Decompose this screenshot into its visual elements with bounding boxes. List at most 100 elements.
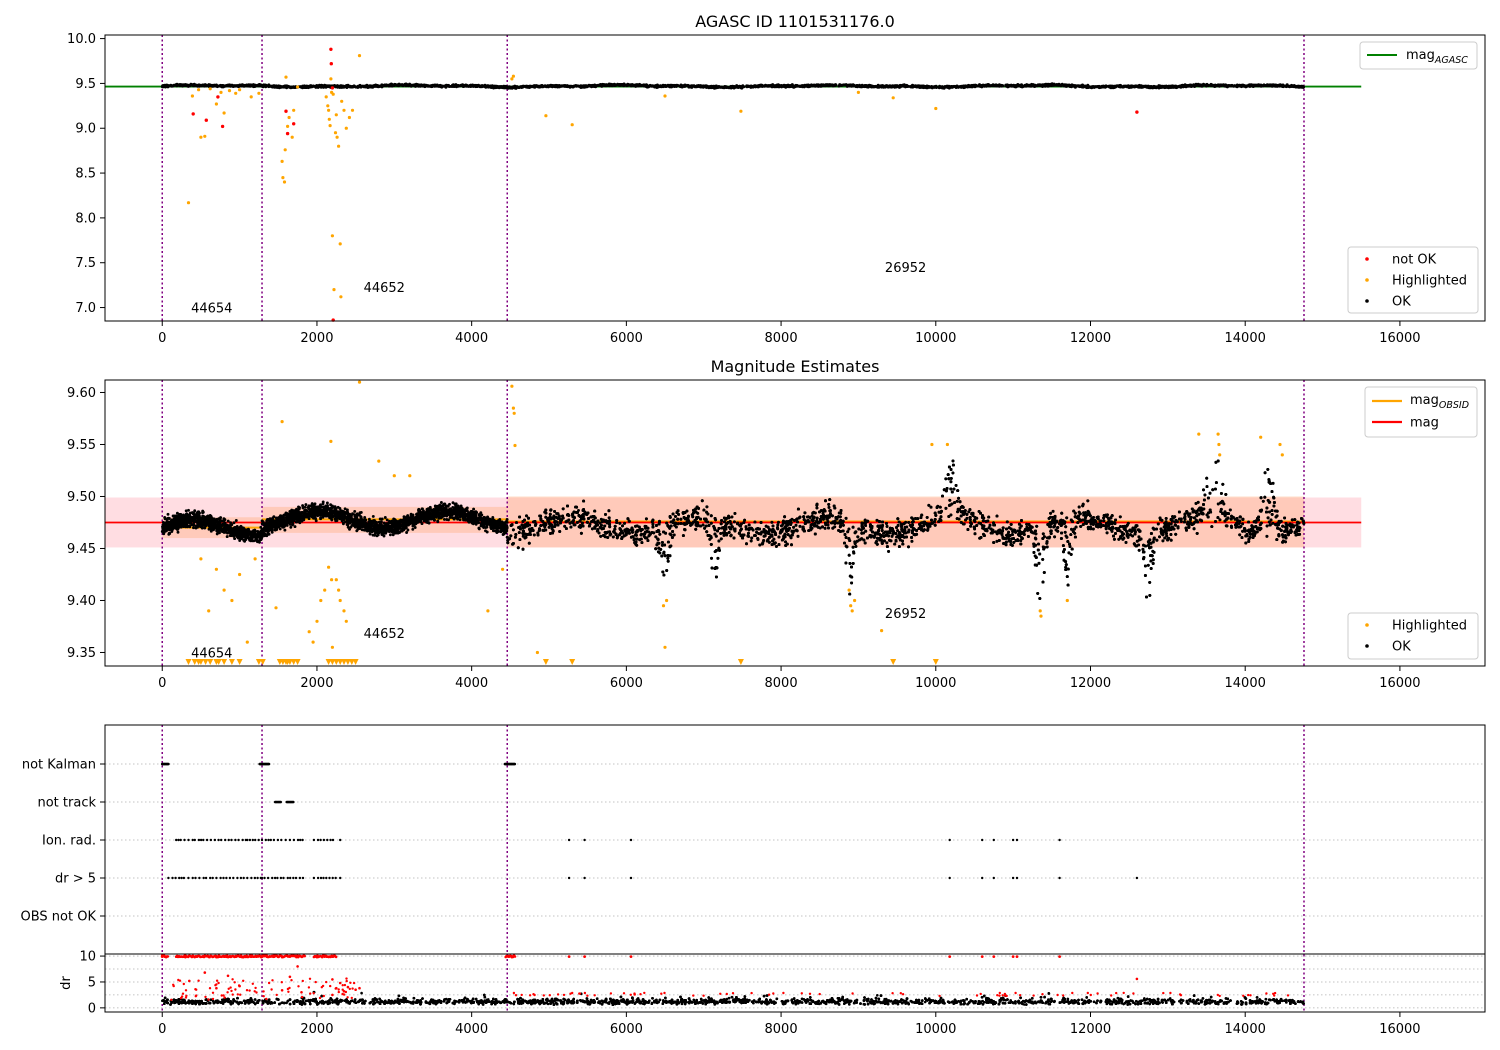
ok-point [187, 518, 191, 522]
highlighted-point [339, 295, 343, 299]
ok-point [283, 528, 287, 532]
highlighted-point [331, 92, 335, 96]
ok-point [217, 527, 221, 531]
not-ok-point [285, 131, 290, 136]
ok-point [511, 85, 515, 89]
highlighted-point [663, 94, 667, 98]
ok-point [254, 536, 258, 540]
ok-point [235, 528, 238, 532]
ok-point [189, 83, 193, 87]
p1-ytick-label: 9.0 [75, 122, 96, 137]
ok-point [1172, 85, 1176, 88]
ok-point [1070, 83, 1074, 87]
ok-point [799, 84, 803, 88]
p1-ytick-label: 7.5 [75, 256, 96, 271]
ok-point [326, 84, 330, 88]
panel-agasc-title: AGASC ID 1101531176.0 [695, 12, 895, 31]
ok-point [188, 521, 192, 525]
panel-agasc-legend-lines: magAGASC [1359, 41, 1478, 70]
ok-point [742, 85, 746, 89]
ok-point [321, 85, 325, 89]
ok-point [491, 85, 494, 89]
not-ok-point [284, 109, 288, 113]
ok-point [1132, 85, 1136, 89]
ok-point [981, 83, 985, 87]
ok-point [1122, 85, 1126, 89]
highlighted-point [327, 117, 331, 121]
ok-point [356, 85, 360, 89]
ok-point [164, 526, 168, 530]
highlighted-point [257, 91, 261, 95]
ok-point [185, 523, 189, 527]
ok-point [1232, 84, 1236, 88]
ok-point [220, 519, 224, 523]
highlighted-point [347, 115, 351, 120]
ok-point [896, 84, 900, 88]
highlighted-point [330, 234, 334, 238]
ok-point [203, 526, 207, 530]
ok-point [195, 511, 199, 515]
ok-point [196, 514, 200, 517]
ok-point [163, 515, 167, 519]
ok-point [171, 521, 175, 524]
highlighted-point [344, 126, 348, 130]
ok-point [1165, 84, 1169, 88]
ok-point [1189, 84, 1193, 88]
ok-point [338, 85, 342, 89]
ok-point [232, 521, 236, 525]
legend-highlighted-swatch [1365, 278, 1369, 282]
highlighted-point [510, 77, 514, 81]
ok-point [1278, 84, 1282, 88]
ok-point [953, 85, 957, 88]
ok-point [301, 504, 305, 508]
ok-point [715, 85, 718, 89]
ok-point [438, 83, 442, 87]
highlighted-point [342, 108, 346, 112]
ok-point [363, 84, 367, 88]
ok-point [252, 529, 255, 533]
ok-point [686, 83, 690, 87]
legend-ok-swatch [1365, 299, 1369, 303]
ok-point [706, 85, 710, 89]
ok-point [182, 523, 186, 526]
ok-point [229, 84, 232, 88]
ok-point [627, 83, 630, 87]
ok-point [1020, 85, 1024, 89]
ok-point [317, 84, 321, 88]
ok-point [235, 524, 239, 528]
ok-point [285, 85, 289, 89]
ok-point [1084, 84, 1088, 88]
p1-ytick-label: 8.5 [75, 167, 96, 182]
ok-point [646, 85, 650, 89]
panel-magnitude-title: Magnitude Estimates [711, 357, 880, 376]
ok-point [1062, 84, 1066, 88]
ok-point [196, 524, 200, 528]
ok-point [1107, 84, 1111, 88]
ok-point [193, 509, 197, 513]
ok-point [261, 84, 265, 88]
ok-point [739, 86, 743, 90]
ok-point [175, 84, 179, 88]
ok-point [384, 84, 388, 88]
ok-point [465, 83, 469, 87]
ok-point [771, 83, 775, 87]
ok-point [215, 85, 219, 89]
not-ok-point [330, 86, 335, 90]
ok-point [390, 83, 394, 86]
ok-point [1051, 83, 1055, 87]
ok-point [225, 535, 229, 539]
ok-point [1274, 83, 1277, 87]
ok-point [1256, 83, 1260, 87]
ok-point [623, 83, 627, 87]
ok-point [679, 84, 683, 87]
ok-point [264, 85, 268, 89]
ok-point [1097, 86, 1101, 90]
ok-point [258, 536, 262, 540]
ok-point [978, 83, 981, 87]
ok-point [572, 84, 576, 88]
ok-point [449, 507, 453, 511]
legend-highlighted-label: Highlighted [1392, 274, 1467, 289]
ok-point [350, 85, 354, 89]
p1-xtick-label: 0 [158, 331, 166, 346]
